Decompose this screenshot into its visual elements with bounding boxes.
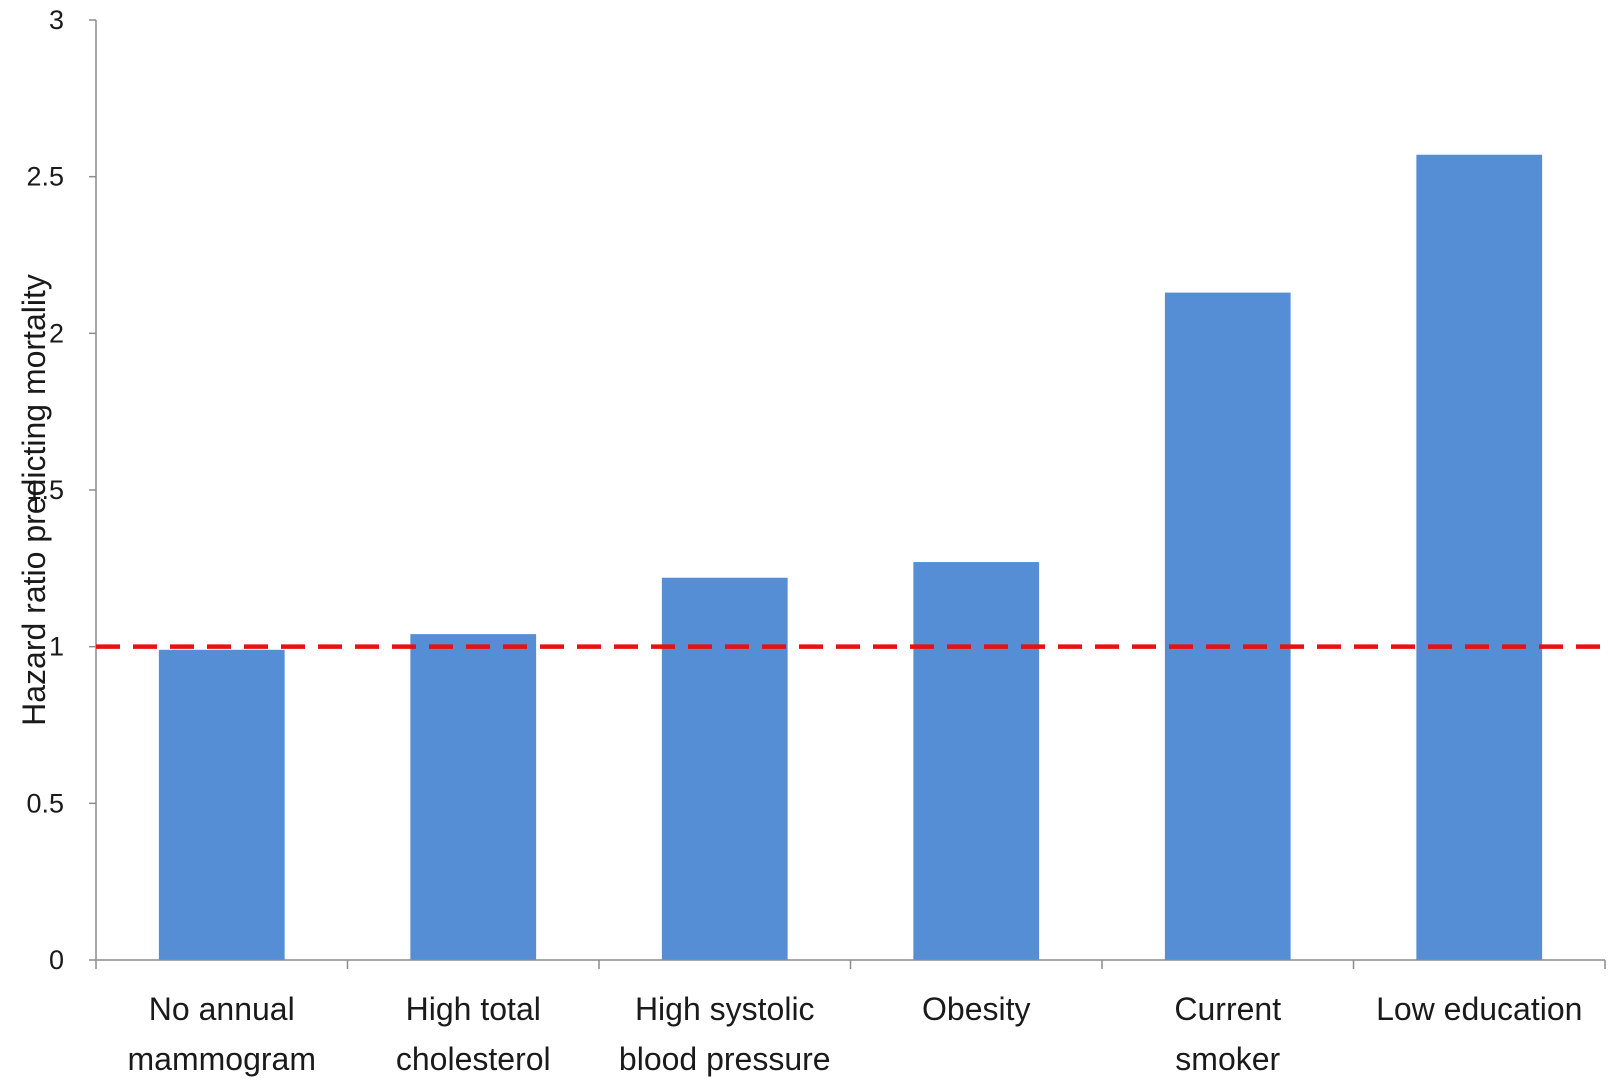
y-tick-label: 2.5 xyxy=(26,162,64,192)
x-category-label-line: Low education xyxy=(1376,991,1582,1027)
x-category-label: High total cholesterol xyxy=(396,991,551,1077)
x-category-label-line: mammogram xyxy=(128,1041,316,1077)
bar xyxy=(1164,292,1291,961)
x-category-label: Low education xyxy=(1376,991,1582,1027)
x-category-label-line: High total xyxy=(406,991,541,1027)
x-category-label: Obesity xyxy=(922,991,1030,1027)
x-category-label-line: smoker xyxy=(1175,1041,1280,1077)
x-category-label: No annual mammogram xyxy=(128,991,316,1077)
bar xyxy=(158,649,285,960)
bar xyxy=(1416,154,1543,960)
bar xyxy=(410,634,537,960)
x-category-label: Current smoker xyxy=(1174,991,1281,1077)
y-tick-label: 1.5 xyxy=(26,475,64,505)
y-tick-label: 0.5 xyxy=(26,788,64,818)
bar xyxy=(661,577,788,960)
bar xyxy=(913,562,1040,960)
x-category-label: High systolic blood pressure xyxy=(619,991,831,1077)
y-tick-label: 0 xyxy=(49,945,64,975)
y-tick-label: 3 xyxy=(49,5,64,35)
y-tick-label: 1 xyxy=(49,632,64,662)
y-tick-label: 2 xyxy=(49,318,64,348)
x-category-label-line: Current xyxy=(1174,991,1281,1027)
bars xyxy=(158,154,1543,961)
x-axis-ticks xyxy=(95,960,1606,969)
x-category-label-line: blood pressure xyxy=(619,1041,831,1077)
x-category-label-line: cholesterol xyxy=(396,1041,551,1077)
axes xyxy=(95,20,1605,961)
y-axis-ticks: 0 0.5 1 1.5 2 2.5 3 xyxy=(26,5,96,975)
x-category-label-line: No annual xyxy=(149,991,295,1027)
x-category-label-line: Obesity xyxy=(922,991,1030,1027)
y-axis-title: Hazard ratio predicting mortality xyxy=(16,274,52,726)
x-category-label-line: High systolic xyxy=(635,991,815,1027)
